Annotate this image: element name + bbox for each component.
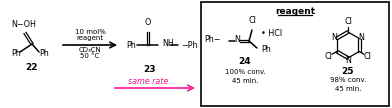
Text: −Ph: −Ph bbox=[181, 40, 198, 49]
Text: Cl: Cl bbox=[364, 52, 372, 61]
Text: same rate: same rate bbox=[128, 77, 168, 86]
Text: 50 °C: 50 °C bbox=[80, 53, 100, 59]
Text: N: N bbox=[359, 33, 364, 42]
Text: reagent: reagent bbox=[275, 7, 315, 16]
Text: N: N bbox=[332, 33, 338, 42]
Text: N: N bbox=[234, 34, 240, 44]
Text: O: O bbox=[145, 18, 151, 27]
Text: 25: 25 bbox=[342, 67, 354, 75]
Text: Cl: Cl bbox=[344, 17, 352, 26]
Text: Ph−: Ph− bbox=[205, 36, 221, 44]
Text: • HCl: • HCl bbox=[261, 29, 282, 37]
Text: N: N bbox=[345, 56, 351, 65]
Text: 24: 24 bbox=[239, 57, 251, 67]
FancyBboxPatch shape bbox=[201, 2, 389, 106]
Text: 45 min.: 45 min. bbox=[232, 78, 258, 84]
Text: reagent: reagent bbox=[76, 35, 103, 41]
Text: CD₃CN: CD₃CN bbox=[79, 47, 102, 53]
Text: 45 min.: 45 min. bbox=[335, 86, 361, 92]
Text: N−OH: N−OH bbox=[11, 20, 36, 29]
Text: Ph: Ph bbox=[11, 48, 21, 57]
Text: 100% conv.: 100% conv. bbox=[225, 69, 265, 75]
Text: 98% conv.: 98% conv. bbox=[330, 77, 366, 83]
Text: Ph: Ph bbox=[261, 44, 271, 53]
Text: Ph: Ph bbox=[126, 40, 136, 49]
Text: Cl: Cl bbox=[324, 52, 332, 61]
Text: Ph: Ph bbox=[39, 48, 49, 57]
Text: 10 mol%: 10 mol% bbox=[74, 29, 105, 35]
Text: Cl: Cl bbox=[248, 16, 256, 25]
Text: 23: 23 bbox=[144, 64, 156, 74]
Text: 22: 22 bbox=[26, 64, 38, 72]
Text: NH: NH bbox=[162, 38, 174, 48]
